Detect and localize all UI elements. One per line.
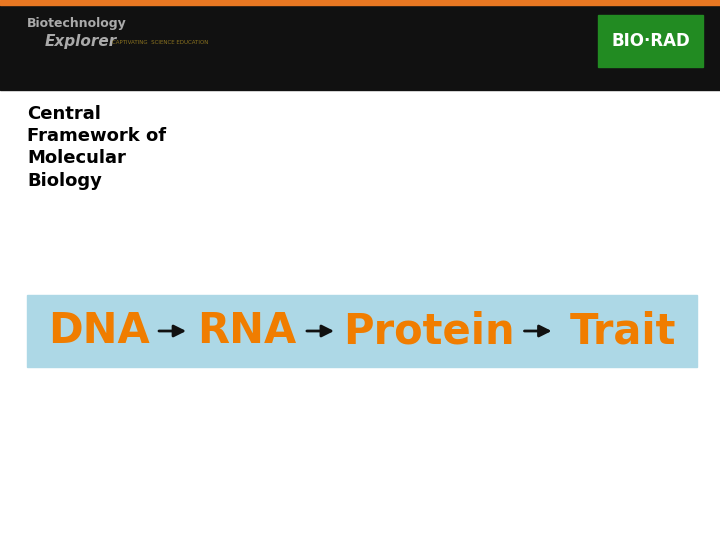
Text: RNA: RNA xyxy=(197,310,296,352)
Text: DNA: DNA xyxy=(48,310,150,352)
Text: Explorer: Explorer xyxy=(45,34,117,49)
Bar xyxy=(0,0,720,5)
Text: Biotechnology: Biotechnology xyxy=(27,17,127,30)
Text: CAPTIVATING  SCIENCE EDUCATION: CAPTIVATING SCIENCE EDUCATION xyxy=(112,40,208,45)
Bar xyxy=(598,15,703,67)
Text: BIO·RAD: BIO·RAD xyxy=(611,32,690,50)
Text: Protein: Protein xyxy=(343,310,515,352)
Bar xyxy=(27,295,697,367)
Text: Central
Framework of
Molecular
Biology: Central Framework of Molecular Biology xyxy=(27,105,166,190)
Bar xyxy=(0,5,720,90)
Text: Trait: Trait xyxy=(570,310,676,352)
